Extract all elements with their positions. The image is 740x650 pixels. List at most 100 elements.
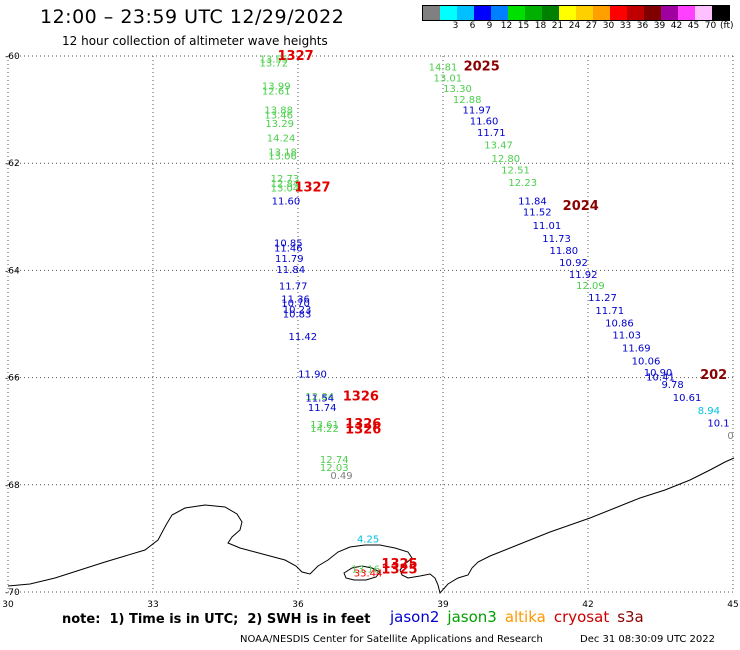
latitude-tick-label: -60 — [5, 52, 20, 62]
latitude-tick-label: -68 — [5, 481, 20, 491]
colorbar-tick-label: 12 — [500, 21, 513, 31]
colorbar-swatch — [440, 6, 457, 20]
swh-value-label: 10.61 — [673, 393, 702, 404]
swh-value-label: 4.25 — [357, 534, 379, 545]
swh-value-label: 10.85 — [274, 239, 303, 250]
wave-height-colorbar — [422, 5, 730, 21]
swh-value-label: 12.84 — [305, 392, 334, 403]
colorbar-tick-label: 15 — [517, 21, 530, 31]
swh-value-label: 12.80 — [492, 154, 521, 165]
longitude-tick-label: 30 — [2, 600, 14, 610]
legend-item-altika: altika — [504, 608, 546, 626]
swh-value-label: 11.52 — [523, 207, 552, 218]
map-grid: 30 33 36 39 42 45 -60 -62 -64 -66 -68 -70 — [2, 52, 738, 610]
legend-item-jason3: jason3 — [447, 608, 497, 626]
colorbar-unit: (ft) — [720, 21, 734, 31]
swh-value-label: 11.01 — [533, 221, 562, 232]
swh-value-label: 11.71 — [477, 128, 506, 139]
swh-value-label: 10.1 — [707, 419, 729, 430]
swh-value-label: 10.86 — [605, 318, 634, 329]
colorbar-tick-label: 70 — [704, 21, 717, 31]
altimeter-map: 30 33 36 39 42 45 -60 -62 -64 -66 -68 -70 13.5513.7… — [2, 49, 738, 610]
pass-time-label: 2025 — [464, 60, 500, 75]
pass-time-label: 202 — [700, 368, 727, 383]
colorbar-tick-label: 21 — [551, 21, 564, 31]
swh-value-label: 12.61 — [262, 86, 291, 97]
legend-item-s3a: s3a — [617, 608, 644, 626]
swh-value-label: 11.46 — [274, 243, 303, 254]
colorbar-swatch — [593, 6, 610, 20]
swh-value-label: 10.23 — [283, 305, 312, 316]
longitude-tick-label: 45 — [727, 600, 738, 610]
colorbar-tick-label: 33 — [619, 21, 632, 31]
colorbar-swatch — [491, 6, 508, 20]
swh-value-label: 11.79 — [275, 254, 304, 265]
pass-time-label: 1325 — [381, 557, 417, 572]
latitude-tick-label: -66 — [5, 374, 20, 384]
colorbar-swatch — [525, 6, 542, 20]
colorbar-swatch — [457, 6, 474, 20]
footer-date: Dec 31 08:30:09 UTC 2022 — [580, 634, 715, 645]
footer-credit: NOAA/NESDIS Center for Satellite Applica… — [240, 634, 543, 645]
colorbar-swatch — [661, 6, 678, 20]
swh-value-label: 9.78 — [661, 380, 683, 391]
swh-value-label: 14.22 — [310, 424, 339, 435]
swh-value-label: 13.72 — [260, 58, 289, 69]
swh-value-label: 10.83 — [283, 309, 312, 320]
latitude-tick-label: -64 — [5, 266, 20, 276]
swh-value-label: 11.69 — [622, 344, 651, 355]
swh-value-label: 11.03 — [612, 331, 641, 342]
swh-value-label: 13.99 — [262, 81, 291, 92]
swh-value-label: 11.71 — [595, 306, 624, 317]
swh-value-label: 11.27 — [588, 293, 617, 304]
swh-value-label: 14.81 — [429, 63, 458, 74]
swh-value-label: 12.23 — [508, 178, 537, 189]
swh-value-label: 13.29 — [265, 119, 294, 130]
pass-time-label: 1326 — [345, 417, 381, 432]
swh-value-label: 11.74 — [308, 403, 337, 414]
swh-value-label: 12.73 — [271, 174, 300, 185]
swh-value-label: 13.18 — [268, 147, 297, 158]
swh-value-label: 11.60 — [470, 116, 499, 127]
swh-value-label: 13.30 — [443, 84, 472, 95]
colorbar-swatch — [508, 6, 525, 20]
swh-value-label: 10.41 — [646, 373, 675, 384]
swh-value-label: 11.73 — [542, 234, 571, 245]
longitude-tick-label: 39 — [437, 600, 449, 610]
swh-value-label: 14.24 — [267, 133, 296, 144]
swh-value-label: 11.77 — [279, 281, 308, 292]
colorbar-swatch — [644, 6, 661, 20]
swh-value-label: 12.88 — [453, 95, 482, 106]
map-title: 12:00 – 23:59 UTC 12/29/2022 — [40, 6, 345, 28]
satellite-legend: jason2 jason3 altika cryosat s3a — [390, 608, 652, 626]
swh-value-label: 11.97 — [463, 106, 492, 117]
longitude-tick-label: 33 — [147, 600, 158, 610]
latitude-tick-label: -62 — [5, 159, 20, 169]
colorbar-tick-label: 36 — [636, 21, 649, 31]
swh-value-label: 11.60 — [272, 197, 301, 208]
colorbar-swatch — [678, 6, 695, 20]
colorbar-tick-label: 42 — [670, 21, 683, 31]
pass-time-label: 1327 — [294, 180, 330, 195]
colorbar-tick-label: 6 — [469, 21, 476, 31]
colorbar-swatch — [576, 6, 593, 20]
swh-value-label: 11.84 — [518, 197, 547, 208]
coastline-inlet — [343, 565, 381, 581]
swh-value-label: 11.90 — [298, 369, 327, 380]
swh-value-label: 13.55 — [260, 55, 289, 66]
pass-time-label: 1325 — [381, 562, 417, 577]
latitude-tick-label: -70 — [5, 588, 20, 598]
map-note: note: 1) Time is in UTC; 2) SWH is in fe… — [62, 612, 371, 627]
colorbar-swatch — [627, 6, 644, 20]
colorbar-swatch — [695, 6, 712, 20]
swh-value-label: 12.84 — [271, 179, 300, 190]
colorbar-tick-label: 27 — [585, 21, 598, 31]
colorbar-tick-label: 30 — [602, 21, 615, 31]
legend-item-cryosat: cryosat — [553, 608, 610, 626]
colorbar-swatch — [474, 6, 491, 20]
swh-value-label: 12.03 — [320, 463, 349, 474]
swh-value-label: 0 — [727, 431, 733, 442]
swh-value-label: 13.01 — [434, 73, 463, 84]
colorbar-swatch — [423, 6, 440, 20]
colorbar-tick-label: 45 — [687, 21, 700, 31]
